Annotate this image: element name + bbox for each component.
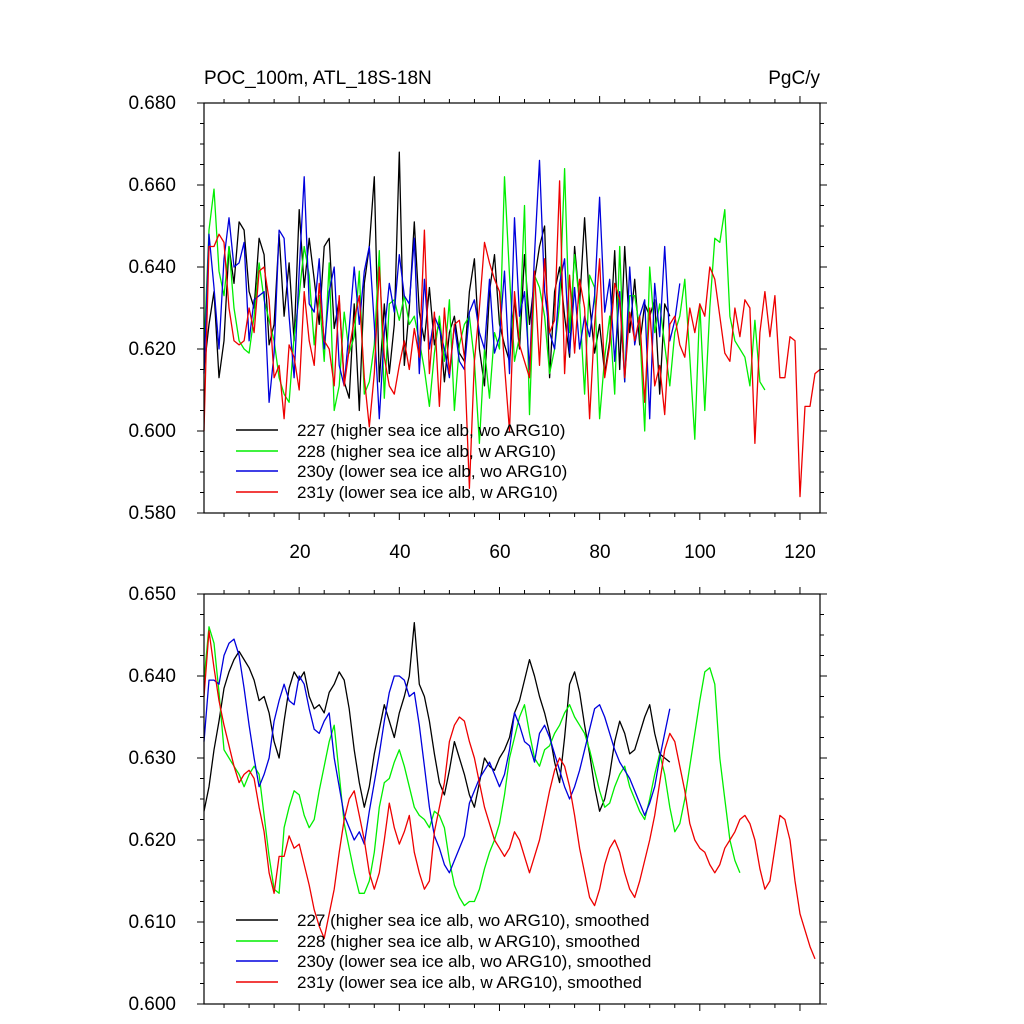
top-x-tick-label: 20: [289, 542, 310, 563]
bottom-y-tick-labels: 0.650 0.640 0.630 0.620 0.610 0.600: [128, 584, 176, 1015]
top-x-tick-label: 40: [389, 542, 410, 563]
top-plot-frame: [203, 102, 821, 514]
legend-label: 228 (higher sea ice alb, w ARG10): [297, 442, 556, 461]
legend-label: 231y (lower sea ice alb, w ARG10): [297, 483, 558, 502]
series-line-bottom-1: [203, 626, 741, 907]
bottom-y-tick-label: 0.620: [128, 830, 176, 851]
top-y-tick-label: 0.680: [128, 93, 176, 114]
top-y-tick-label: 0.640: [128, 257, 176, 278]
bottom-plot-frame: [203, 593, 821, 1005]
top-gridticks: [197, 96, 827, 520]
top-x-tick-labels: 20 40 60 80 100 120: [289, 542, 815, 563]
top-x-tick-label: 120: [784, 542, 816, 563]
series-line-top-3: [203, 180, 821, 498]
bottom-y-tick-label: 0.640: [128, 666, 176, 687]
top-y-tick-label: 0.600: [128, 421, 176, 442]
series-line-bottom-0: [203, 622, 671, 812]
top-y-tick-labels: 0.680 0.660 0.640 0.620 0.600 0.580: [128, 93, 176, 524]
top-x-tick-label: 60: [489, 542, 510, 563]
legend-label: 227 (higher sea ice alb, wo ARG10), smoo…: [297, 911, 649, 930]
series-line-top-2: [203, 159, 681, 420]
legend-label: 227 (higher sea ice alb, wo ARG10): [297, 421, 565, 440]
top-plot-area: [203, 151, 821, 498]
bottom-y-tick-label: 0.600: [128, 994, 176, 1015]
legend-label: 231y (lower sea ice alb, w ARG10), smoot…: [297, 973, 642, 992]
top-y-tick-label: 0.580: [128, 503, 176, 524]
top-units-label: PgC/y: [768, 68, 820, 89]
bottom-gridticks: [197, 587, 827, 1011]
top-y-tick-label: 0.620: [128, 339, 176, 360]
top-panel: POC_100m, ATL_18S-18N PgC/y 0.680 0.660 …: [128, 68, 827, 563]
bottom-legend: 227 (higher sea ice alb, wo ARG10), smoo…: [236, 911, 651, 992]
bottom-panel: 0.650 0.640 0.630 0.620 0.610 0.600 227 …: [128, 584, 827, 1015]
bottom-plot-area: [203, 622, 816, 960]
series-line-bottom-2: [203, 638, 671, 874]
bottom-y-tick-label: 0.630: [128, 748, 176, 769]
legend-label: 230y (lower sea ice alb, wo ARG10): [297, 462, 567, 481]
bottom-y-tick-label: 0.650: [128, 584, 176, 605]
top-title: POC_100m, ATL_18S-18N: [204, 68, 432, 89]
series-line-bottom-3: [203, 630, 816, 960]
top-x-tick-label: 80: [589, 542, 610, 563]
legend-label: 230y (lower sea ice alb, wo ARG10), smoo…: [297, 952, 651, 971]
top-x-tick-label: 100: [684, 542, 716, 563]
legend-label: 228 (higher sea ice alb, w ARG10), smoot…: [297, 932, 640, 951]
bottom-y-tick-label: 0.610: [128, 912, 176, 933]
top-legend: 227 (higher sea ice alb, wo ARG10) 228 (…: [236, 421, 567, 502]
top-y-tick-label: 0.660: [128, 175, 176, 196]
